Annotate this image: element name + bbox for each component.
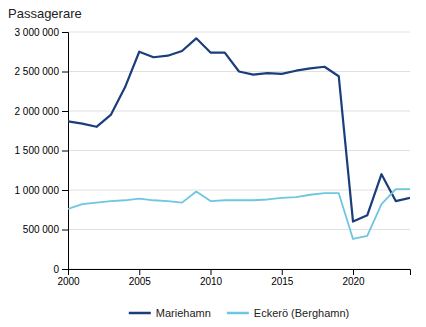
tick-label: 2010 (200, 276, 223, 287)
tick-mark (62, 72, 68, 73)
tick-label: 0 (53, 264, 59, 275)
tick: 2000 (57, 269, 80, 287)
tick-label: 1 000 000 (15, 185, 60, 196)
legend-swatch (129, 312, 151, 315)
chart-svg: 2000 2005 2010 2015 2020 0 500 000 1 000 000 1 5… (0, 0, 426, 327)
legend-item: Eckerö (Berghamn) (227, 307, 349, 319)
tick-label: 2 000 000 (15, 106, 60, 117)
y-axis: 0 500 000 1 000 000 1 500 000 2 000 000 2 500… (15, 27, 69, 275)
tick: 0 (53, 264, 68, 275)
x-axis: 2000 2005 2010 2015 2020 (57, 269, 410, 287)
lines (68, 38, 410, 239)
tick: 1 500 000 (15, 145, 69, 156)
series-line (68, 38, 410, 221)
tick-mark (139, 269, 140, 275)
grid (68, 32, 410, 269)
legend: Mariehamn Eckerö (Berghamn) (129, 307, 349, 319)
grid-line (68, 150, 410, 151)
tick-mark (62, 32, 68, 33)
tick-label: 1 500 000 (15, 145, 60, 156)
tick-label: 2005 (129, 276, 152, 287)
tick-label: 2000 (57, 276, 80, 287)
tick-label: 2 500 000 (15, 66, 60, 77)
axis-domain (62, 33, 69, 270)
legend-swatch (227, 312, 249, 315)
tick-mark (62, 190, 68, 191)
tick-mark (62, 111, 68, 112)
tick: 2 500 000 (15, 66, 69, 77)
tick-label: 3 000 000 (15, 27, 60, 38)
chart-container: 2000 2005 2010 2015 2020 0 500 000 1 000 000 1 5… (0, 0, 426, 327)
plot: 2000 2005 2010 2015 2020 0 500 000 1 000 000 1 5… (15, 27, 411, 287)
tick-label: 2020 (342, 276, 365, 287)
tick: 2015 (271, 269, 294, 287)
grid-line (68, 190, 410, 191)
tick: 2010 (200, 269, 223, 287)
tick: 1 000 000 (15, 185, 69, 196)
series-line (68, 189, 410, 239)
tick: 3 000 000 (15, 27, 69, 38)
tick-label: 500 000 (23, 224, 60, 235)
title: Passagerare (8, 6, 82, 21)
legend-label: Eckerö (Berghamn) (254, 307, 349, 319)
grid-line (68, 229, 410, 230)
grid-line (68, 32, 410, 33)
grid-line (68, 111, 410, 112)
tick: 2005 (129, 269, 152, 287)
tick-mark (62, 151, 68, 152)
tick-mark (353, 269, 354, 275)
tick-label: 2015 (271, 276, 294, 287)
tick: 2020 (342, 269, 365, 287)
tick-mark (62, 230, 68, 231)
axis-domain (69, 270, 411, 276)
tick-mark (282, 269, 283, 275)
tick: 500 000 (23, 224, 68, 235)
tick-mark (211, 269, 212, 275)
legend-label: Mariehamn (156, 307, 211, 319)
legend-item: Mariehamn (129, 307, 211, 319)
tick-mark (62, 269, 68, 270)
tick: 2 000 000 (15, 106, 69, 117)
